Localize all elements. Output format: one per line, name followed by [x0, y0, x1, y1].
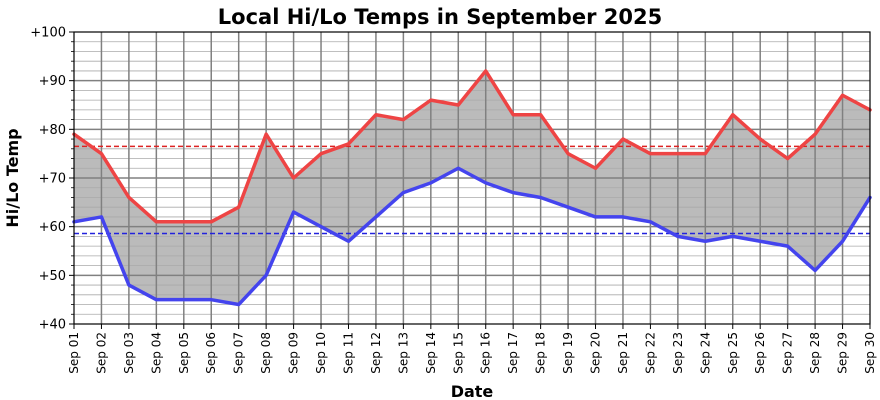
x-tick-label: Sep 21: [616, 332, 630, 374]
plot-area: +40 +50 +60 +70 +80 +90 +100 Sep 01 Sep 02 Sep 03…: [30, 26, 877, 374]
x-tick-label: Sep 26: [753, 332, 767, 374]
x-tick-label: Sep 02: [94, 332, 108, 374]
y-tick-label: +100: [30, 26, 66, 41]
x-tick-label: Sep 08: [259, 332, 273, 374]
x-tick-label: Sep 14: [424, 332, 438, 374]
x-tick-label: Sep 18: [534, 332, 548, 374]
x-tick-label: Sep 19: [561, 332, 575, 374]
x-tick-label: Sep 10: [314, 332, 328, 374]
x-tick-label: Sep 05: [177, 332, 191, 374]
y-tick-label: +90: [39, 74, 66, 89]
y-axis-label: Hi/Lo Temp: [3, 128, 22, 227]
x-tick-label: Sep 29: [836, 332, 850, 374]
x-tick-label: Sep 04: [149, 332, 163, 374]
x-tick-label: Sep 01: [67, 332, 81, 374]
x-tick-label: Sep 11: [341, 332, 355, 374]
x-tick-label: Sep 27: [781, 332, 795, 374]
x-tick-label: Sep 16: [479, 332, 493, 374]
x-tick-label: Sep 20: [589, 332, 603, 374]
y-tick-label: +40: [39, 318, 66, 333]
y-tick-label: +70: [39, 172, 66, 187]
x-tick-label: Sep 03: [122, 332, 136, 374]
x-tick-label: Sep 22: [643, 332, 657, 374]
x-tick-label: Sep 07: [232, 332, 246, 374]
x-tick-label: Sep 15: [451, 332, 465, 374]
low-temp-line: [72, 166, 872, 307]
chart-title: Local Hi/Lo Temps in September 2025: [218, 5, 662, 29]
x-tick-label: Sep 17: [506, 332, 520, 374]
x-tick-label: Sep 23: [671, 332, 685, 374]
x-tick-label: Sep 13: [396, 332, 410, 374]
x-tick-label: Sep 25: [726, 332, 740, 374]
y-tick-label: +80: [39, 123, 66, 138]
x-tick-label: Sep 12: [369, 332, 383, 374]
x-tick-label: Sep 28: [808, 332, 822, 374]
y-tick-label: +60: [39, 220, 66, 235]
y-tick-label: +50: [39, 269, 66, 284]
x-tick-label: Sep 30: [863, 332, 877, 374]
x-axis-label: Date: [451, 382, 494, 400]
x-tick-label: Sep 09: [287, 332, 301, 374]
x-tick-label: Sep 06: [204, 332, 218, 374]
high-temp-line: [72, 69, 872, 224]
x-tick-label: Sep 24: [698, 332, 712, 374]
